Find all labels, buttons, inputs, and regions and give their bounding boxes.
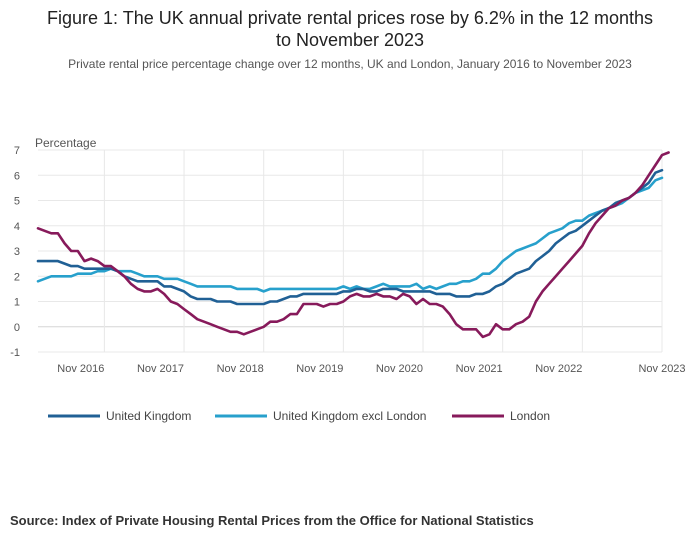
legend-label: London: [510, 409, 550, 423]
y-tick-label: 3: [14, 246, 20, 258]
x-tick-label: Nov 2019: [296, 363, 343, 375]
y-tick-label: 4: [14, 221, 20, 233]
series-line-united-kingdom-excl-london: [36, 176, 664, 293]
series-lines: [36, 151, 670, 339]
y-tick-label: 0: [14, 322, 20, 334]
y-tick-label: 2: [14, 271, 20, 283]
chart-title-line-1: Figure 1: The UK annual private rental p…: [47, 8, 653, 28]
legend-label: United Kingdom excl London: [273, 409, 426, 423]
x-tick-label: Nov 2020: [376, 363, 423, 375]
legend-item: United Kingdom excl London: [215, 409, 426, 423]
x-tick-label: Nov 2021: [456, 363, 503, 375]
source-note: Source: Index of Private Housing Rental …: [10, 513, 534, 528]
chart-subtitle: Private rental price percentage change o…: [68, 57, 632, 71]
y-axis: -1 0 1 2 3 4 5 6 7: [10, 145, 20, 359]
series-line-london: [36, 151, 670, 339]
legend-item: United Kingdom: [48, 409, 191, 423]
y-axis-label: Percentage: [35, 136, 97, 150]
x-tick-label: Nov 2018: [217, 363, 264, 375]
x-tick-label: Nov 2017: [137, 363, 184, 375]
x-tick-label: Nov 2023: [638, 363, 685, 375]
y-tick-label: 7: [14, 145, 20, 157]
gridlines: [38, 149, 663, 353]
legend: United Kingdom United Kingdom excl London…: [48, 409, 550, 423]
y-tick-label: -1: [10, 347, 20, 359]
y-tick-label: 6: [14, 170, 20, 182]
legend-label: United Kingdom: [106, 409, 191, 423]
legend-item: London: [452, 409, 550, 423]
y-tick-label: 5: [14, 196, 20, 208]
x-axis: Nov 2016 Nov 2017 Nov 2018 Nov 2019 Nov 2020…: [57, 363, 685, 375]
chart-title-line-2: to November 2023: [275, 30, 425, 50]
y-tick-label: 1: [14, 297, 20, 309]
x-tick-label: Nov 2022: [535, 363, 582, 375]
chart-title: Figure 1: The UK annual private rental p…: [0, 7, 700, 51]
series-line-united-kingdom: [36, 168, 664, 306]
x-tick-label: Nov 2016: [57, 363, 104, 375]
